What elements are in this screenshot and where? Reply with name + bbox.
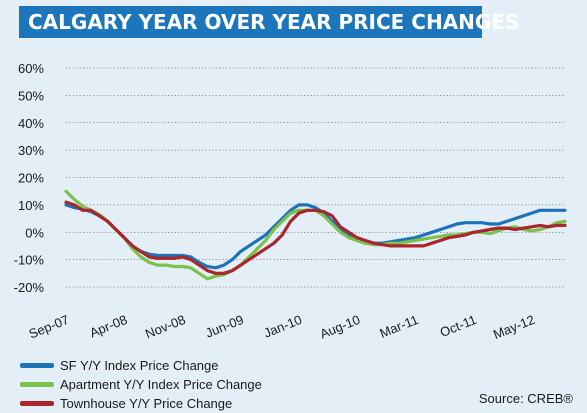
series-line-1 (64, 189, 567, 281)
x-tick-label: Sep-07 (27, 312, 71, 342)
x-tick-label: Oct-11 (438, 312, 479, 340)
source-note: Source: CREB® (478, 391, 573, 406)
y-tick-label: 40% (18, 116, 44, 131)
y-tick-label: 30% (18, 143, 44, 158)
legend-label-townhouse: Townhouse Y/Y Price Change (60, 396, 233, 411)
legend-swatch-sf (20, 363, 54, 368)
legend-swatch-apartment (20, 382, 54, 387)
x-tick-label: Nov-08 (143, 312, 187, 342)
x-tick-label: Jun-09 (203, 312, 245, 341)
y-tick-label: 0% (25, 225, 44, 240)
legend-item-sf: SF Y/Y Index Price Change (20, 356, 380, 375)
legend-swatch-townhouse (20, 401, 54, 406)
series-line-0 (64, 203, 567, 270)
y-tick-label: -10% (14, 253, 45, 268)
y-tick-label: 50% (18, 88, 44, 103)
x-tick-label: May-12 (491, 312, 537, 342)
legend-item-townhouse: Townhouse Y/Y Price Change (20, 394, 380, 413)
legend-item-apartment: Apartment Y/Y Index Price Change (20, 375, 380, 394)
x-tick-label: Jan-10 (262, 312, 304, 341)
y-tick-label: 20% (18, 171, 44, 186)
y-tick-label: 10% (18, 198, 44, 213)
chart-title: CALGARY YEAR OVER YEAR PRICE CHANGES (19, 6, 519, 38)
x-tick-label: Aug-10 (318, 312, 362, 342)
x-tick-label: Mar-11 (378, 312, 421, 341)
series-line-2 (64, 200, 567, 275)
y-tick-label: -20% (14, 280, 45, 295)
y-tick-label: 60% (18, 61, 44, 76)
legend-label-apartment: Apartment Y/Y Index Price Change (60, 377, 262, 392)
legend-label-sf: SF Y/Y Index Price Change (60, 358, 219, 373)
x-tick-label: Apr-08 (88, 312, 130, 341)
chart-legend: SF Y/Y Index Price Change Apartment Y/Y … (20, 356, 380, 413)
